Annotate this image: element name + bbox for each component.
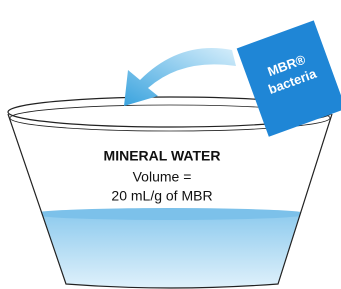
cup-label: MINERAL WATER (104, 148, 221, 164)
cup-text: 20 mL/g of MBR (111, 188, 212, 204)
diagram: MBR® bacteria MINERAL WATER Volume = 20 … (0, 0, 341, 289)
cup-text: Volume = (133, 169, 192, 185)
